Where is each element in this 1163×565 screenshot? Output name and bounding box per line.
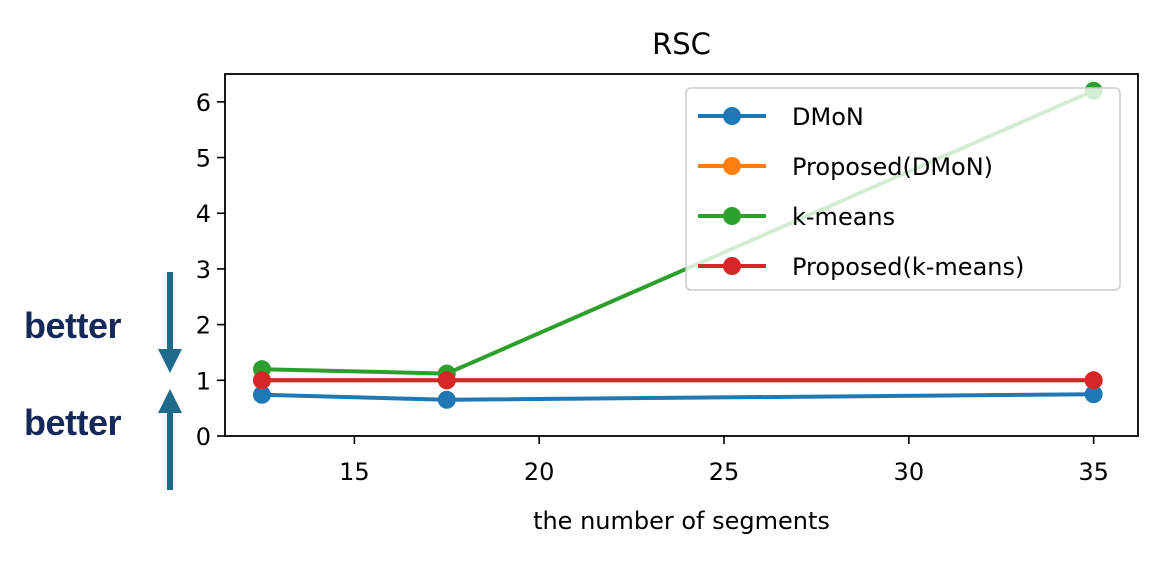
y-tick-label: 0 [196, 423, 211, 451]
data-point [1084, 385, 1103, 404]
y-tick-label: 6 [196, 89, 211, 117]
legend-box [685, 87, 1121, 291]
x-axis-label: the number of segments [533, 507, 830, 535]
legend-marker [723, 107, 741, 125]
better-down-arrow-head [158, 349, 182, 373]
chart-title: RSC [652, 27, 711, 61]
y-tick-label: 1 [196, 367, 211, 395]
legend-label: Proposed(DMoN) [792, 153, 993, 181]
data-point [1084, 371, 1103, 390]
data-point [437, 390, 456, 409]
x-tick-label: 20 [524, 458, 555, 486]
better-up-arrow-head [158, 389, 182, 413]
x-tick-label: 30 [894, 458, 925, 486]
legend-label: DMoN [792, 103, 864, 131]
legend-marker [723, 207, 741, 225]
y-tick-label: 2 [196, 312, 211, 340]
legend-label: Proposed(k-means) [792, 253, 1024, 281]
x-tick-label: 15 [339, 458, 370, 486]
legend-marker [723, 157, 741, 175]
legend-marker [723, 257, 741, 275]
legend-label: k-means [792, 203, 895, 231]
data-point [437, 371, 456, 390]
y-tick-label: 4 [196, 200, 211, 228]
data-point [252, 385, 271, 404]
x-tick-label: 25 [709, 458, 740, 486]
x-tick-label: 35 [1078, 458, 1109, 486]
plot-frame [224, 73, 1139, 437]
y-tick-label: 5 [196, 145, 211, 173]
better-up-label: better [24, 402, 122, 443]
data-point [252, 371, 271, 390]
series-line-0 [261, 392, 1094, 402]
better-down-label: better [24, 305, 122, 346]
y-tick-label: 3 [196, 256, 211, 284]
